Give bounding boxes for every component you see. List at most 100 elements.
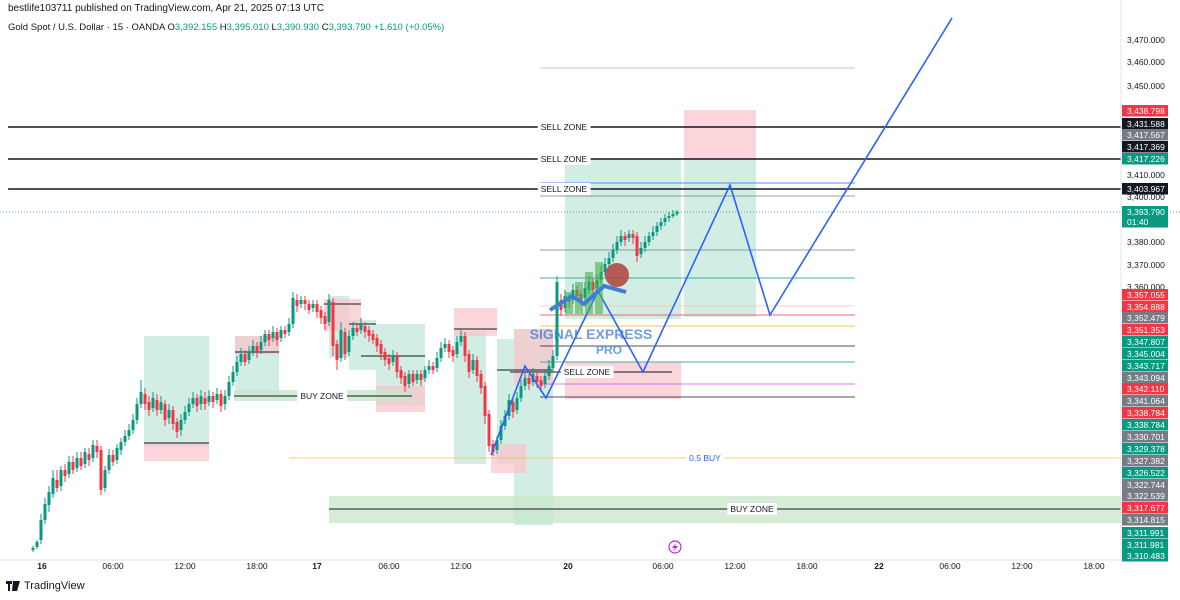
candle-body-4 <box>47 492 51 505</box>
time-tick-12: 06:00 <box>939 561 961 571</box>
candle-body-156 <box>655 226 659 232</box>
symbol-legend[interactable]: Gold Spot / U.S. Dollar · 15 · OANDA O3,… <box>8 22 444 33</box>
green-zone-9 <box>684 159 756 317</box>
candle-body-7 <box>59 470 63 486</box>
projection-path <box>490 17 953 456</box>
candle-body-101 <box>435 358 439 368</box>
candle-body-24 <box>127 430 131 436</box>
candle-body-83 <box>363 326 367 332</box>
price-tag-bg-16 <box>1122 383 1168 395</box>
candle-body-44 <box>207 396 211 402</box>
price-tag-12: 3,347.807 <box>1127 337 1165 347</box>
time-tick-9: 12:00 <box>724 561 746 571</box>
price-tag-bg-22 <box>1122 455 1168 467</box>
price-tag-28: 3,311.991 <box>1127 528 1164 538</box>
price-tag-bg-25 <box>1122 490 1168 502</box>
sell-zone-label-3-bg <box>537 183 591 195</box>
candle-body-11 <box>75 458 79 468</box>
candle-body-130 <box>551 356 555 368</box>
half-buy-label: 0.5 BUY <box>689 453 721 463</box>
price-tag-bg-12 <box>1122 336 1168 348</box>
price-tag-bg-26 <box>1122 502 1168 514</box>
price-tag-bg-23 <box>1122 467 1168 479</box>
candle-body-117 <box>499 426 503 440</box>
price-tag-15: 3,343.094 <box>1127 373 1165 383</box>
ohlc-key-c: C <box>319 22 329 33</box>
candle-body-5 <box>51 478 55 494</box>
candle-body-64 <box>287 324 291 332</box>
buy-zone-label: BUY ZONE <box>730 504 774 514</box>
candle-body-97 <box>419 374 423 380</box>
price-tag-bg-17 <box>1122 395 1168 407</box>
candle-body-6 <box>55 480 59 488</box>
price-tag-29: 3,311.981 <box>1127 540 1164 550</box>
sell-zone-label-2-bg <box>537 153 591 165</box>
price-tag-4: 3,417.226 <box>1127 154 1165 164</box>
candle-body-129 <box>547 366 551 376</box>
lightning-icon[interactable] <box>668 540 682 554</box>
candle-body-160 <box>671 214 675 216</box>
candle-body-68 <box>303 300 307 304</box>
candle-body-0 <box>31 548 35 550</box>
candle-body-45 <box>211 396 215 402</box>
candle-body-155 <box>651 232 655 236</box>
candle-body-86 <box>375 338 379 346</box>
candle-body-9 <box>67 462 71 474</box>
watermark-logo <box>548 262 629 314</box>
candle-body-71 <box>315 304 319 312</box>
candle-body-73 <box>323 316 327 324</box>
price-change: +1.610 (+0.05%) <box>373 22 445 33</box>
candle-body-50 <box>231 372 235 382</box>
candle-body-149 <box>627 234 631 238</box>
candle-body-8 <box>63 470 67 476</box>
candle-body-51 <box>235 362 239 372</box>
price-tag-bg-27 <box>1122 514 1168 526</box>
ohlc-value-h: 3,395.010 <box>226 22 269 33</box>
price-tag-bg-0 <box>1122 105 1168 117</box>
candle-body-96 <box>415 374 419 380</box>
candle-body-79 <box>347 336 351 352</box>
price-tag-1: 3,431.588 <box>1127 119 1165 129</box>
tradingview-footer[interactable]: TradingView <box>6 580 85 592</box>
price-tag-bg-8 <box>1122 289 1168 301</box>
candle-body-25 <box>131 420 135 430</box>
ohlc-key-h: H <box>217 22 227 33</box>
price-tag-19: 3,338.784 <box>1127 420 1165 430</box>
price-tag-6: 3,393.790 <box>1127 207 1165 217</box>
candle-body-15 <box>91 445 95 458</box>
candle-body-14 <box>87 454 91 460</box>
candle-body-127 <box>539 380 543 386</box>
price-tag-2: 3,417.567 <box>1127 130 1165 140</box>
candle-body-126 <box>535 376 539 382</box>
price-tick-2: 3,450.000 <box>1127 81 1165 91</box>
price-tag-10: 3,352.479 <box>1127 313 1165 323</box>
price-tag-20: 3,330.701 <box>1127 432 1165 442</box>
symbol-name[interactable]: Gold Spot / U.S. Dollar · 15 · OANDA <box>8 22 165 33</box>
candle-body-27 <box>139 392 143 404</box>
sell-zone-label-1: SELL ZONE <box>541 122 588 132</box>
candle-body-22 <box>119 442 123 450</box>
candle-body-56 <box>255 346 259 352</box>
candle-body-57 <box>259 342 263 350</box>
price-tick-1: 3,460.000 <box>1127 57 1165 67</box>
price-tag-bg-4 <box>1122 153 1168 165</box>
candle-body-95 <box>411 374 415 382</box>
price-tag-bg-2 <box>1122 129 1168 141</box>
candle-body-74 <box>327 300 331 322</box>
candle-body-153 <box>643 242 647 248</box>
candle-body-123 <box>523 378 527 386</box>
price-tag-13: 3,345.004 <box>1127 349 1165 359</box>
candle-body-28 <box>143 394 147 404</box>
ohlc-value-c: 3,393.790 <box>328 22 371 33</box>
candle-body-62 <box>279 330 283 338</box>
candle-body-60 <box>271 332 275 338</box>
candle-body-93 <box>403 376 407 386</box>
candle-body-65 <box>291 298 295 324</box>
price-tag-bg-21 <box>1122 443 1168 455</box>
candle-body-72 <box>319 310 323 318</box>
candle-body-29 <box>147 402 151 410</box>
price-tick-5: 3,380.000 <box>1127 237 1165 247</box>
candle-body-147 <box>619 236 623 242</box>
candle-body-32 <box>159 402 163 410</box>
